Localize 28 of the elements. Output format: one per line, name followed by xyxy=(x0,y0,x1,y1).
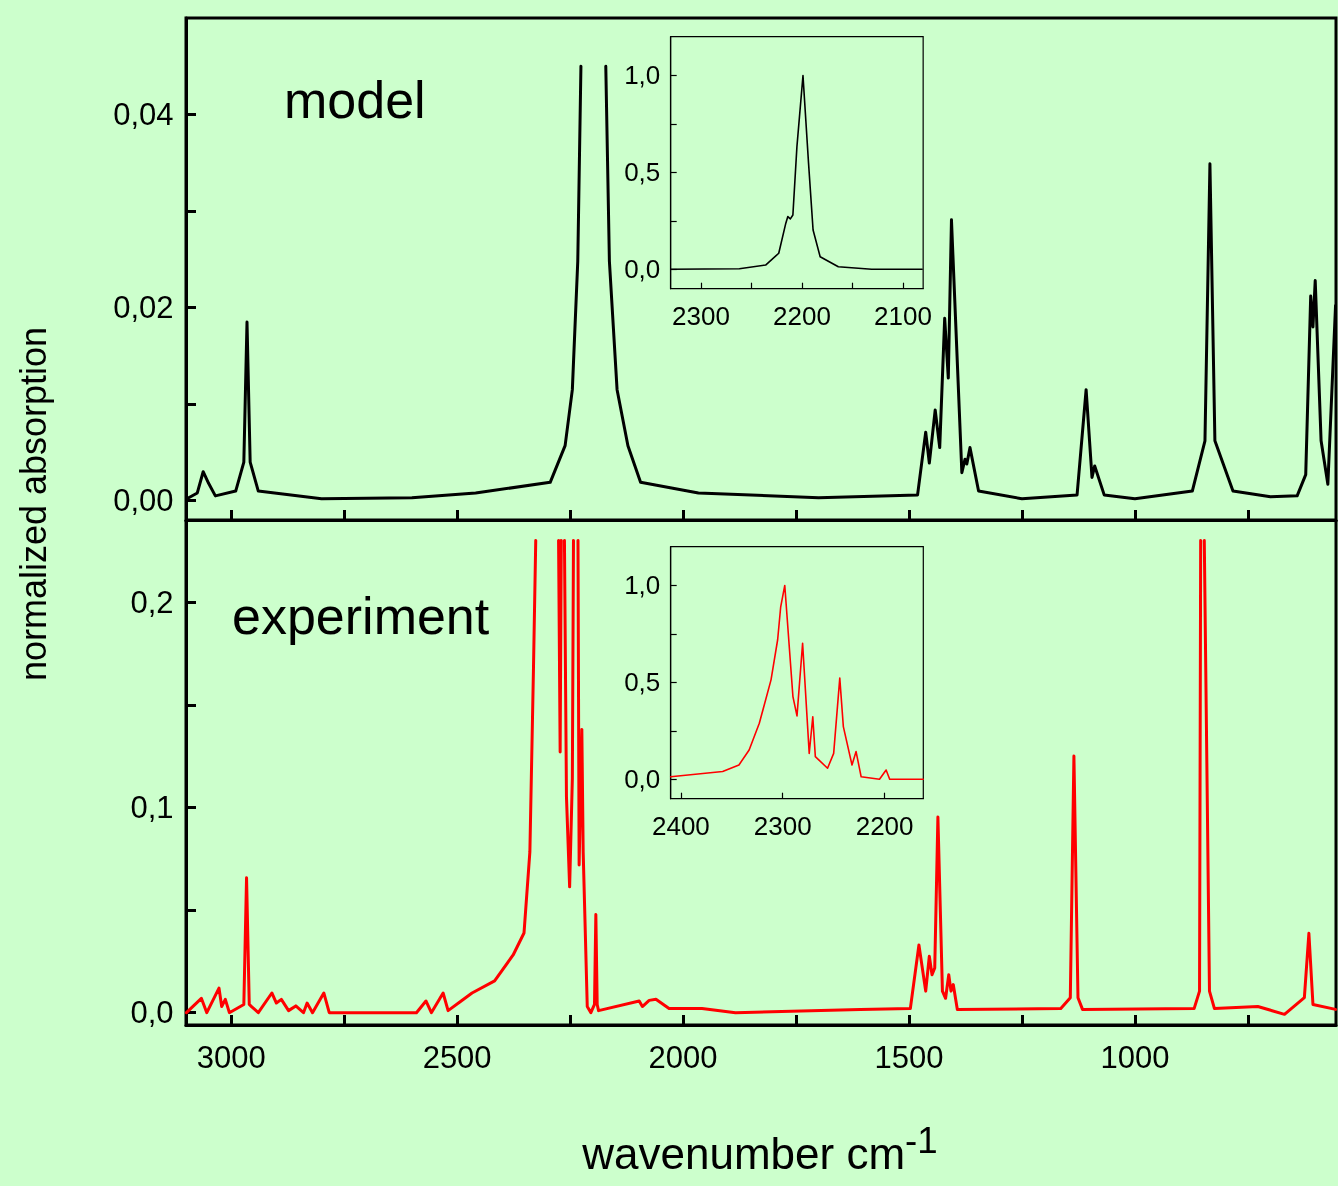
x-tick-label: 1000 xyxy=(1100,1040,1170,1076)
line-series xyxy=(669,584,925,781)
x-tick-label: 2200 xyxy=(773,301,831,331)
x-tick-label: 2300 xyxy=(753,811,812,841)
y-tick-label: 0,0 xyxy=(130,995,174,1031)
y-tick-label: 1,0 xyxy=(624,60,661,91)
x-tick-label: 3000 xyxy=(196,1040,266,1076)
x-tick-label: 2000 xyxy=(648,1040,718,1076)
y-tick-label: 0,5 xyxy=(624,157,661,188)
y-tick-label: 0,2 xyxy=(130,584,174,620)
y-tick-label: 0,0 xyxy=(624,254,661,285)
x-axis-title: wavenumber cm$^{-1}$ xyxy=(581,1120,939,1179)
y-tick-label: 0,1 xyxy=(130,789,174,825)
annotation: experiment xyxy=(232,587,490,645)
y-tick-label: 0,00 xyxy=(113,483,174,519)
x-tick-label: 1500 xyxy=(874,1040,944,1076)
x-tick-label: 2100 xyxy=(874,301,932,331)
x-tick-label: 2200 xyxy=(855,811,914,841)
y-tick-label: 0,5 xyxy=(624,667,661,698)
y-tick-label: 0,04 xyxy=(113,97,174,133)
x-tick-label: 2500 xyxy=(422,1040,492,1076)
y-tick-label: 0,0 xyxy=(624,764,661,795)
y-tick-label: 0,02 xyxy=(113,290,174,326)
y-tick-label: 1,0 xyxy=(624,570,661,601)
x-tick-label: 2400 xyxy=(651,811,710,841)
y-axis-title: normalized absorption xyxy=(13,325,55,684)
annotation: model xyxy=(284,71,426,129)
x-tick-label: 2300 xyxy=(672,301,730,331)
